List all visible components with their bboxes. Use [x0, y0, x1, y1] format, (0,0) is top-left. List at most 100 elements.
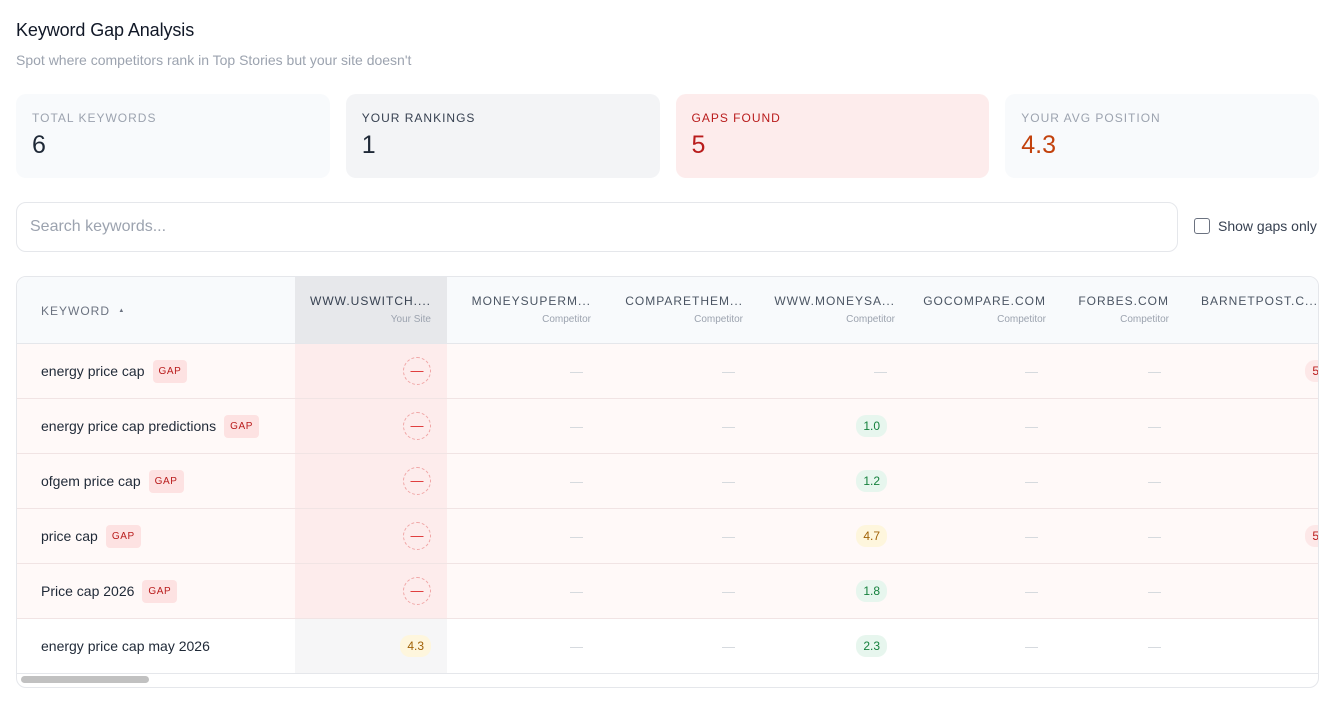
column-header-competitor-1[interactable]: MONEYSUPERM... Competitor: [447, 277, 599, 343]
rank-cell: 5.2: [1185, 344, 1318, 398]
column-header-competitor-2[interactable]: COMPARETHEM... Competitor: [599, 277, 751, 343]
stat-value: 1: [361, 131, 376, 159]
table-row[interactable]: energy price cap may 2026 4.3 — — 2.3 — — —: [17, 619, 1318, 674]
sort-asc-icon: ▲: [118, 308, 126, 314]
no-rank-dash: —: [570, 363, 583, 379]
stat-your-rankings: YOUR RANKINGS 1: [345, 94, 660, 178]
keyword-text: Price cap 2026: [41, 583, 135, 599]
column-role: Your Site: [390, 314, 431, 325]
rank-cell: —: [447, 344, 583, 398]
rank-cell: —: [903, 619, 1038, 673]
keyword-cell: Price cap 2026 GAP: [17, 564, 295, 618]
rank-cell: —: [1054, 509, 1161, 563]
no-rank-dash: —: [1148, 418, 1161, 434]
table-row[interactable]: energy price cap GAP — — — — — — 5.2: [17, 344, 1318, 399]
column-role: Competitor: [997, 314, 1046, 325]
rank-pill: 1.8: [856, 580, 887, 602]
rank-pill: 5.2: [1305, 360, 1318, 382]
horizontal-scrollbar[interactable]: [21, 676, 149, 683]
no-rank-dash: —: [722, 638, 735, 654]
stat-label: YOUR RANKINGS: [361, 111, 476, 125]
rank-cell: —: [903, 454, 1038, 508]
no-rank-dash: —: [570, 418, 583, 434]
rank-cell: —: [903, 564, 1038, 618]
rank-cell: —: [1185, 399, 1318, 453]
table-row[interactable]: price cap GAP — — — 4.7 — — 5.5: [17, 509, 1318, 564]
rank-cell: —: [903, 509, 1038, 563]
gap-badge: GAP: [152, 359, 188, 383]
rank-cell: —: [751, 344, 887, 398]
keyword-text: energy price cap may 2026: [41, 638, 210, 654]
rank-pill: 1.2: [856, 470, 887, 492]
show-gaps-checkbox[interactable]: [1194, 218, 1210, 234]
no-rank-dash: —: [1025, 363, 1038, 379]
table-row[interactable]: energy price cap predictions GAP — — — 1.0 — — —: [17, 399, 1318, 454]
column-header-competitor-4[interactable]: GOCOMPARE.COM Competitor: [903, 277, 1054, 343]
stat-label: TOTAL KEYWORDS: [32, 111, 157, 125]
not-ranking-indicator: —: [403, 522, 431, 550]
rank-cell: —: [599, 454, 735, 508]
no-rank-dash: —: [722, 583, 735, 599]
rank-cell: —: [903, 344, 1038, 398]
gap-badge: GAP: [142, 579, 178, 603]
keyword-cell: energy price cap may 2026: [17, 619, 295, 673]
stat-gaps-found: GAPS FOUND 5: [675, 94, 990, 178]
table-row[interactable]: Price cap 2026 GAP — — — 1.8 — — —: [17, 564, 1318, 619]
no-rank-dash: —: [1148, 528, 1161, 544]
your-site-cell: —: [295, 509, 447, 563]
stat-avg-position: YOUR AVG POSITION 4.3: [1005, 94, 1319, 178]
rank-cell: —: [599, 619, 735, 673]
column-domain: GOCOMPARE.COM: [923, 294, 1046, 308]
no-rank-dash: —: [722, 473, 735, 489]
rank-cell: —: [447, 619, 583, 673]
keyword-cell: energy price cap GAP: [17, 344, 295, 398]
rank-cell: 1.2: [751, 454, 887, 508]
rank-cell: —: [1054, 399, 1161, 453]
rank-cell: —: [1054, 454, 1161, 508]
no-rank-dash: —: [1148, 363, 1161, 379]
stat-value: 6: [32, 131, 46, 159]
your-site-cell: —: [295, 344, 447, 398]
keyword-cell: ofgem price cap GAP: [17, 454, 295, 508]
rank-pill: 4.7: [856, 525, 887, 547]
your-site-cell: —: [295, 454, 447, 508]
column-header-competitor-6[interactable]: BARNETPOST.C... Other: [1185, 277, 1318, 343]
table-row[interactable]: ofgem price cap GAP — — — 1.2 — — —: [17, 454, 1318, 509]
gap-badge: GAP: [224, 414, 260, 438]
not-ranking-indicator: —: [403, 412, 431, 440]
rank-cell: —: [599, 344, 735, 398]
no-rank-dash: —: [570, 473, 583, 489]
column-domain: COMPARETHEM...: [625, 294, 743, 308]
rank-cell: —: [447, 399, 583, 453]
show-gaps-toggle[interactable]: Show gaps only: [1194, 218, 1317, 234]
rank-cell: —: [447, 564, 583, 618]
stat-value: 5: [691, 131, 706, 159]
column-header-competitor-3[interactable]: WWW.MONEYSA... Competitor: [751, 277, 903, 343]
rank-cell: —: [1185, 454, 1318, 508]
page-subtitle: Spot where competitors rank in Top Stori…: [16, 52, 412, 68]
rank-pill: 4.3: [400, 635, 431, 657]
search-input[interactable]: [16, 202, 1178, 252]
stat-label: GAPS FOUND: [691, 111, 781, 125]
rank-pill: 5.5: [1305, 525, 1318, 547]
rank-cell: —: [599, 509, 735, 563]
column-role: Other: [1201, 314, 1318, 325]
gap-badge: GAP: [105, 524, 141, 548]
table-header: KEYWORD ▲ WWW.USWITCH.... Your Site MONEYS…: [17, 277, 1318, 344]
column-role: Competitor: [542, 314, 591, 325]
column-domain: MONEYSUPERM...: [471, 294, 591, 308]
column-domain: FORBES.COM: [1078, 294, 1169, 308]
not-ranking-indicator: —: [403, 577, 431, 605]
column-header-your-site[interactable]: WWW.USWITCH.... Your Site: [295, 277, 447, 343]
column-header-competitor-5[interactable]: FORBES.COM Competitor: [1054, 277, 1185, 343]
column-domain: WWW.USWITCH....: [310, 294, 431, 308]
no-rank-dash: —: [570, 583, 583, 599]
column-role: Competitor: [846, 314, 895, 325]
rank-cell: —: [1054, 564, 1161, 618]
keyword-column-header[interactable]: KEYWORD ▲: [17, 277, 295, 343]
keyword-header-label: KEYWORD: [41, 304, 111, 318]
keyword-table: KEYWORD ▲ WWW.USWITCH.... Your Site MONEYS…: [16, 276, 1319, 688]
rank-pill: 1.0: [856, 415, 887, 437]
rank-cell: —: [1054, 344, 1161, 398]
no-rank-dash: —: [722, 418, 735, 434]
